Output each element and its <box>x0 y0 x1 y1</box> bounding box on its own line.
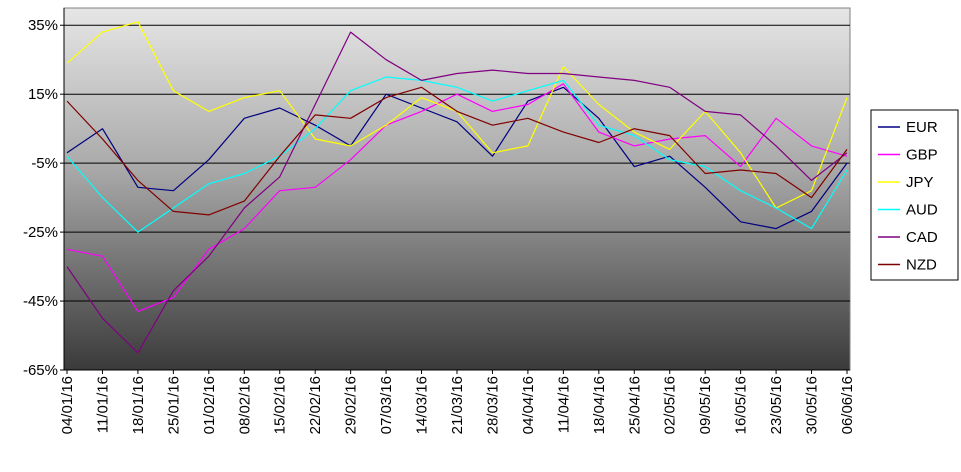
legend-box <box>870 109 959 281</box>
x-tick-label: 04/01/16 <box>59 376 76 434</box>
x-axis: 04/01/16 11/01/16 18/01/16 25/01/16 01/02/16… <box>59 369 856 434</box>
x-tick-label: 16/05/16 <box>733 376 750 434</box>
y-axis: 35% 15% -5% -25% -45% -65% <box>23 8 65 379</box>
x-tick-label: 14/03/16 <box>414 376 431 434</box>
x-tick-label: 08/02/16 <box>236 376 253 434</box>
x-tick-label: 18/04/16 <box>591 376 608 434</box>
series-line-nzd <box>66 86 848 216</box>
plot-area <box>63 7 851 371</box>
legend-label: GBP <box>906 147 938 164</box>
legend-label: AUD <box>906 202 938 219</box>
series-line-aud <box>66 76 848 233</box>
y-tick-label: -5% <box>31 155 58 172</box>
x-tick-label: 22/02/16 <box>307 376 324 434</box>
x-tick-label: 15/02/16 <box>272 376 289 434</box>
x-tick-label: 30/05/16 <box>804 376 821 434</box>
y-tick-label: -25% <box>23 224 58 241</box>
legend-label: EUR <box>906 119 938 136</box>
legend: EUR GBP JPY AUD CAD NZD <box>870 109 959 281</box>
x-tick-label: 07/03/16 <box>378 376 395 434</box>
y-tick-label: 35% <box>28 17 58 34</box>
series-line-eur <box>66 86 848 230</box>
x-tick-label: 04/04/16 <box>520 376 537 434</box>
x-tick-label: 23/05/16 <box>768 376 785 434</box>
x-tick-label: 02/05/16 <box>662 376 679 434</box>
y-tick-label: 15% <box>28 86 58 103</box>
x-tick-label: 18/01/16 <box>130 376 147 434</box>
x-tick-label: 28/03/16 <box>484 376 501 434</box>
y-tick-label: -65% <box>23 362 58 379</box>
x-tick-label: 29/02/16 <box>343 376 360 434</box>
legend-label: CAD <box>906 229 938 246</box>
x-tick-label: 01/02/16 <box>201 376 218 434</box>
x-tick-label: 06/06/16 <box>839 376 856 434</box>
legend-label: JPY <box>906 174 934 191</box>
x-tick-label: 25/01/16 <box>165 376 182 434</box>
x-tick-label: 11/01/16 <box>94 376 111 433</box>
legend-label: NZD <box>906 257 937 274</box>
series-line-gbp <box>66 83 848 312</box>
series-lines <box>66 21 848 354</box>
x-tick-label: 25/04/16 <box>626 376 643 434</box>
series-line-cad <box>66 31 848 354</box>
x-tick-label: 09/05/16 <box>697 376 714 434</box>
x-tick-label: 11/04/16 <box>555 376 572 433</box>
y-tick-label: -45% <box>23 293 58 310</box>
x-tick-label: 21/03/16 <box>449 376 466 434</box>
